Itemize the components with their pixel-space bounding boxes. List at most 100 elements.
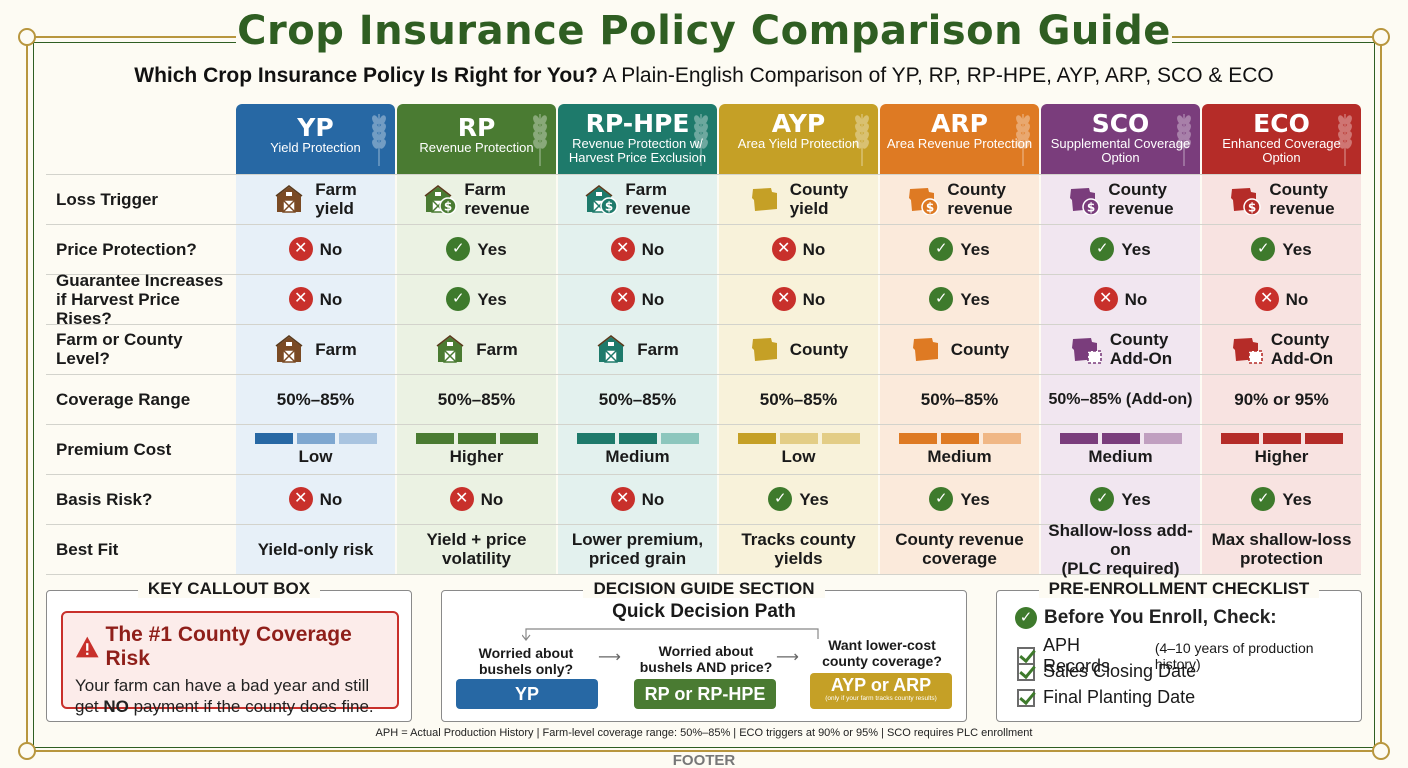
wheat-icon <box>1177 114 1191 166</box>
cell-text: 90% or 95% <box>1234 389 1329 409</box>
premium-bar <box>1262 432 1301 444</box>
checklist-heading: Before You Enroll, Check: <box>1044 607 1277 628</box>
premium-bars <box>254 432 377 444</box>
cell-text: Farm <box>315 339 357 359</box>
answer-yp-button[interactable]: YP <box>456 679 598 709</box>
cell-text: No <box>641 239 665 259</box>
row-label-price-protection: Price Protection? <box>56 239 197 259</box>
table-cell: Tracks county yields <box>719 524 878 574</box>
answer-rp-button[interactable]: RP or RP-HPE <box>634 679 776 709</box>
cell-text: No <box>319 289 343 309</box>
table-cell: ✓ Yes <box>1041 224 1200 274</box>
answer-area-button[interactable]: AYP or ARP (only if your farm tracks cou… <box>810 673 952 709</box>
checklist-item[interactable]: APH Records (4–10 years of production his… <box>1017 635 1361 677</box>
premium-bar <box>982 432 1021 444</box>
table-cell: Farm <box>236 324 395 374</box>
cell-text: Low <box>298 446 333 466</box>
policy-header-eco[interactable]: ECO Enhanced Coverage Option <box>1202 104 1361 174</box>
row-divider <box>46 574 1361 575</box>
table-cell: $ Farm revenue <box>558 174 717 224</box>
table-cell: $ Farm revenue <box>397 174 556 224</box>
table-cell: ✓ Yes <box>719 474 878 524</box>
premium-bar <box>898 432 937 444</box>
cell-text: County Add-On <box>1270 330 1334 368</box>
county-map-icon <box>912 338 938 361</box>
cell-text: Max shallow-loss protection <box>1211 530 1352 568</box>
cell-text: Yes <box>477 289 507 309</box>
premium-bar <box>338 432 377 444</box>
arrow-right-icon: ⟶ <box>598 649 621 666</box>
question-bushels-and-price: Worried about bushels AND price? <box>639 643 773 675</box>
cell-text: County Add-On <box>1109 330 1173 368</box>
barn-icon <box>436 335 464 363</box>
cell-text: 50%–85% <box>759 389 838 409</box>
x-circle-icon: ✕ <box>610 487 635 511</box>
policy-code: YP <box>297 113 334 142</box>
cell-text: Lower premium, priced grain <box>571 530 704 568</box>
checkbox-icon[interactable] <box>1017 688 1035 707</box>
barn-icon <box>275 185 303 213</box>
callout-box: The #1 County Coverage Risk Your farm ca… <box>61 611 399 716</box>
wheat-icon <box>1338 114 1352 166</box>
cell-text: Farm revenue <box>625 180 691 218</box>
policy-header-rp[interactable]: RP Revenue Protection <box>397 104 556 174</box>
decision-guide-panel: DECISION GUIDE SECTION Quick Decision Pa… <box>441 579 967 722</box>
question-bushels-only: Worried about bushels only? <box>478 645 574 677</box>
wheat-icon <box>533 114 547 166</box>
policy-name: Area Yield Protection <box>737 136 860 151</box>
cell-text: County revenue <box>1269 180 1335 218</box>
table-cell: ✓ Yes <box>1202 474 1361 524</box>
cell-text: Farm revenue <box>464 180 530 218</box>
premium-bar <box>1143 432 1182 444</box>
county-dollar-icon: $ <box>909 188 940 215</box>
x-circle-icon: ✕ <box>288 487 313 511</box>
x-circle-icon: ✕ <box>1254 287 1279 311</box>
cell-text: Shallow-loss add-on (PLC required) <box>1048 520 1193 578</box>
page-title: Crop Insurance Policy Comparison Guide <box>237 8 1171 54</box>
premium-bar <box>940 432 979 444</box>
premium-bars <box>1220 432 1343 444</box>
table-cell: Medium <box>1041 424 1200 474</box>
policy-header-sco[interactable]: SCO Supplemental Coverage Option <box>1041 104 1200 174</box>
policy-header-arp[interactable]: ARP Area Revenue Protection <box>880 104 1039 174</box>
row-label-premium-cost: Premium Cost <box>56 439 172 459</box>
policy-name: Supplemental Coverage Option <box>1050 136 1191 165</box>
premium-bar <box>737 432 776 444</box>
premium-bar <box>1059 432 1098 444</box>
page-subtitle: Which Crop Insurance Policy Is Right for… <box>0 64 1408 88</box>
subtitle-question: Which Crop Insurance Policy Is Right for… <box>134 64 598 87</box>
cell-text: Yes <box>1121 489 1151 509</box>
table-cell: ✓ Yes <box>1202 224 1361 274</box>
policy-header-ayp[interactable]: AYP Area Yield Protection <box>719 104 878 174</box>
premium-bar <box>660 432 699 444</box>
svg-text:$: $ <box>926 201 934 215</box>
cell-text: Yes <box>960 489 990 509</box>
table-cell: $ County revenue <box>880 174 1039 224</box>
subtitle-description: A Plain-English Comparison of YP, RP, RP… <box>597 64 1274 87</box>
table-cell: 50%–85% <box>719 374 878 424</box>
checkbox-icon[interactable] <box>1017 662 1035 681</box>
checklist-item[interactable]: Sales Closing Date <box>1017 661 1196 682</box>
premium-bar <box>415 432 454 444</box>
check-circle-icon: ✓ <box>1251 487 1276 511</box>
table-cell: County <box>719 324 878 374</box>
check-circle-icon: ✓ <box>929 237 954 261</box>
checklist-panel: PRE-ENROLLMENT CHECKLIST ✓ Before You Enr… <box>996 579 1362 722</box>
checklist-item[interactable]: Final Planting Date <box>1017 687 1195 708</box>
premium-bar <box>576 432 615 444</box>
cell-text: No <box>1285 289 1309 309</box>
question-county-coverage: Want lower-cost county coverage? <box>822 637 942 669</box>
cell-text: Yield-only risk <box>257 539 374 559</box>
table-cell: ✓ Yes <box>1041 474 1200 524</box>
policy-header-rp-hpe[interactable]: RP-HPE Revenue Protection w/ Harvest Pric… <box>558 104 717 174</box>
check-circle-icon: ✓ <box>446 287 471 311</box>
policy-header-yp[interactable]: YP Yield Protection <box>236 104 395 174</box>
premium-bar <box>499 432 538 444</box>
x-circle-icon: ✕ <box>610 287 635 311</box>
policy-name: Yield Protection <box>270 140 361 155</box>
table-cell: County yield <box>719 174 878 224</box>
table-cell: $ County revenue <box>1202 174 1361 224</box>
check-circle-icon: ✓ <box>1015 607 1037 629</box>
county-map-icon <box>751 338 777 361</box>
cell-text: No <box>641 289 665 309</box>
